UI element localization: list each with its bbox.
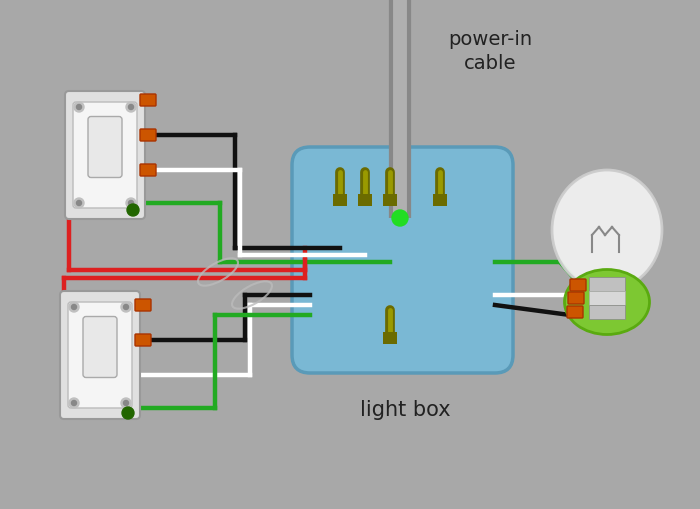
Ellipse shape bbox=[564, 269, 650, 334]
FancyBboxPatch shape bbox=[135, 299, 151, 311]
FancyBboxPatch shape bbox=[140, 164, 156, 176]
Circle shape bbox=[69, 302, 79, 312]
FancyBboxPatch shape bbox=[140, 129, 156, 141]
Circle shape bbox=[76, 201, 81, 206]
FancyBboxPatch shape bbox=[140, 94, 156, 106]
FancyBboxPatch shape bbox=[570, 279, 586, 291]
Circle shape bbox=[122, 407, 134, 419]
FancyBboxPatch shape bbox=[292, 147, 513, 373]
FancyBboxPatch shape bbox=[65, 91, 145, 219]
Circle shape bbox=[129, 104, 134, 109]
FancyBboxPatch shape bbox=[383, 332, 397, 344]
Circle shape bbox=[127, 204, 139, 216]
Ellipse shape bbox=[552, 170, 662, 290]
Circle shape bbox=[123, 304, 129, 309]
Circle shape bbox=[121, 302, 131, 312]
Circle shape bbox=[392, 210, 408, 226]
FancyBboxPatch shape bbox=[358, 194, 372, 206]
FancyBboxPatch shape bbox=[589, 305, 625, 319]
FancyBboxPatch shape bbox=[135, 334, 151, 346]
Circle shape bbox=[74, 198, 84, 208]
FancyBboxPatch shape bbox=[88, 117, 122, 178]
Circle shape bbox=[69, 398, 79, 408]
Text: power-in
cable: power-in cable bbox=[448, 30, 532, 72]
FancyBboxPatch shape bbox=[60, 291, 140, 419]
FancyBboxPatch shape bbox=[333, 194, 347, 206]
Circle shape bbox=[71, 401, 76, 406]
FancyBboxPatch shape bbox=[433, 194, 447, 206]
FancyBboxPatch shape bbox=[568, 292, 584, 304]
Circle shape bbox=[123, 401, 129, 406]
FancyBboxPatch shape bbox=[83, 317, 117, 378]
Circle shape bbox=[129, 201, 134, 206]
Circle shape bbox=[126, 198, 136, 208]
Text: light box: light box bbox=[360, 400, 450, 420]
Circle shape bbox=[74, 102, 84, 112]
Circle shape bbox=[71, 304, 76, 309]
Circle shape bbox=[121, 398, 131, 408]
FancyBboxPatch shape bbox=[567, 306, 583, 318]
Circle shape bbox=[76, 104, 81, 109]
FancyBboxPatch shape bbox=[589, 291, 625, 305]
FancyBboxPatch shape bbox=[73, 102, 137, 208]
FancyBboxPatch shape bbox=[383, 194, 397, 206]
FancyBboxPatch shape bbox=[589, 277, 625, 291]
FancyBboxPatch shape bbox=[68, 302, 132, 408]
Circle shape bbox=[126, 102, 136, 112]
